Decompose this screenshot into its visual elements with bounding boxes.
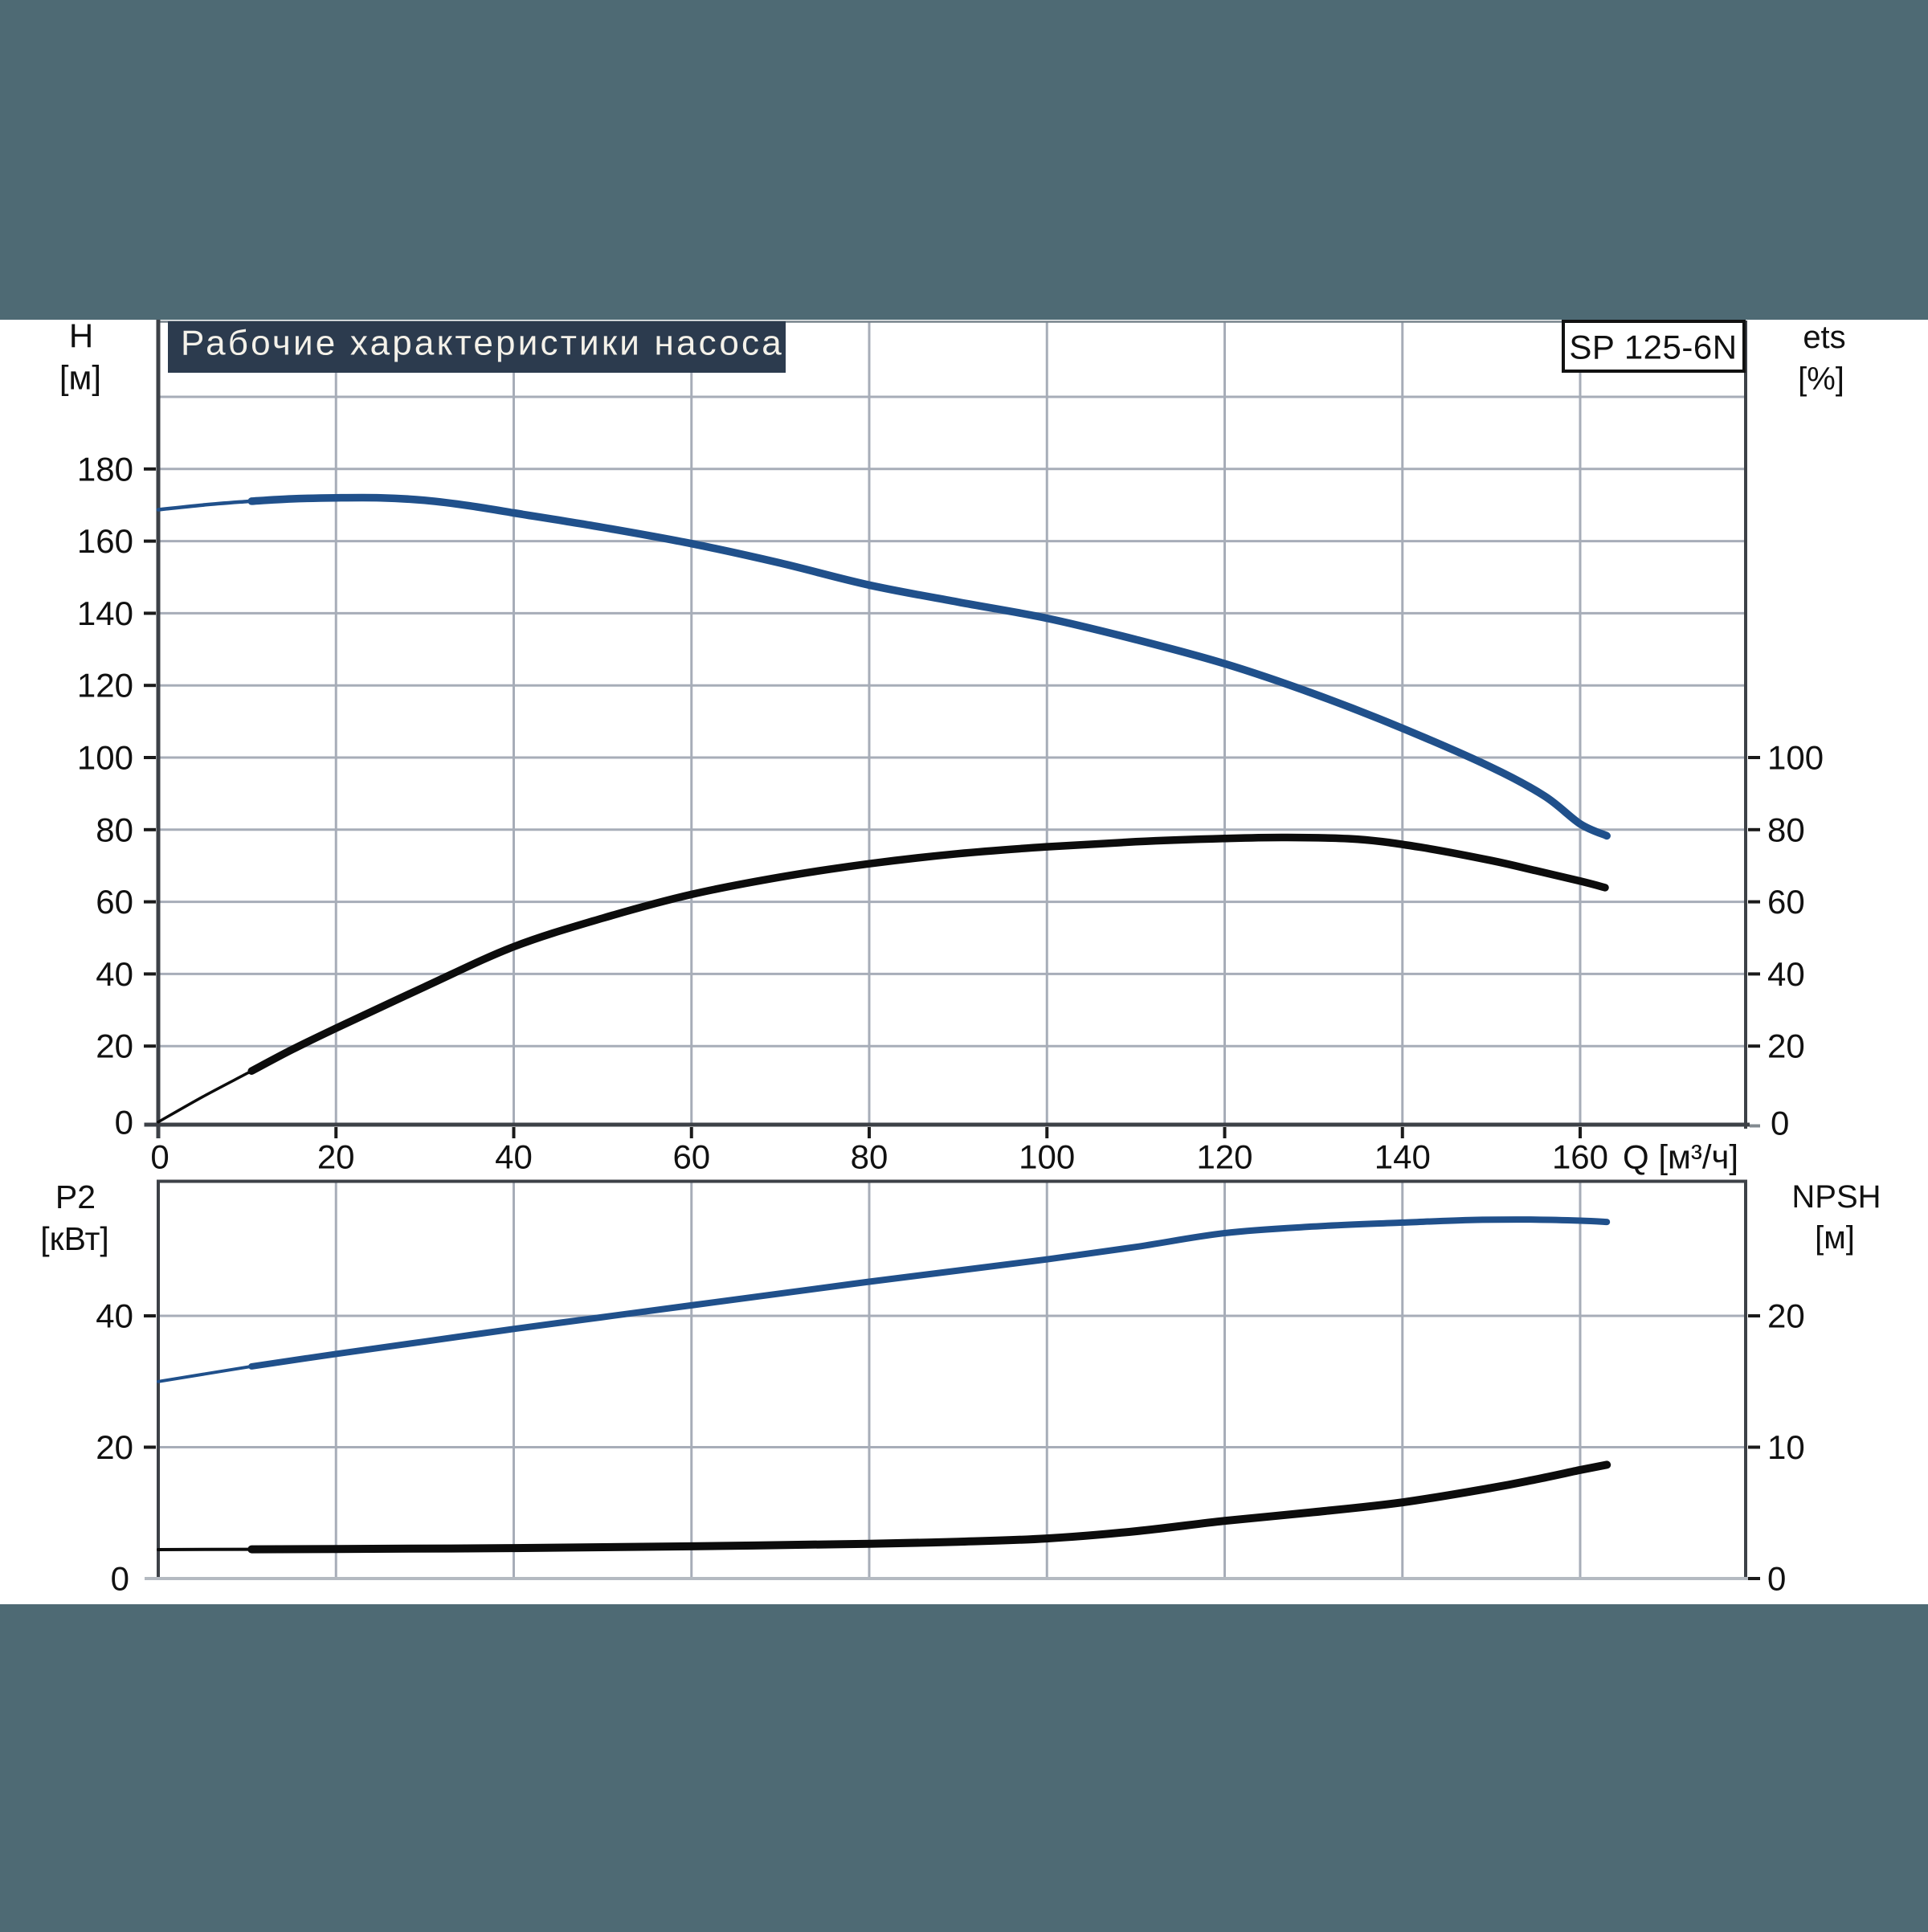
- svg-text:120: 120: [1196, 1138, 1252, 1176]
- svg-text:[м]: [м]: [1815, 1220, 1855, 1256]
- svg-text:40: 40: [96, 1297, 133, 1335]
- svg-text:[кВт]: [кВт]: [40, 1220, 108, 1257]
- svg-text:40: 40: [96, 955, 133, 993]
- svg-text:80: 80: [851, 1138, 888, 1176]
- svg-text:80: 80: [96, 811, 133, 848]
- svg-text:0: 0: [1767, 1560, 1786, 1598]
- svg-text:SP 125-6N: SP 125-6N: [1569, 329, 1737, 366]
- svg-text:P2: P2: [55, 1178, 96, 1215]
- svg-text:180: 180: [77, 450, 133, 488]
- svg-text:20: 20: [317, 1138, 355, 1176]
- svg-text:100: 100: [77, 739, 133, 777]
- svg-text:120: 120: [77, 667, 133, 705]
- svg-text:20: 20: [1767, 1297, 1805, 1335]
- svg-text:[%]: [%]: [1798, 361, 1844, 397]
- svg-text:Q [м³/ч]: Q [м³/ч]: [1623, 1138, 1738, 1176]
- svg-text:100: 100: [1767, 739, 1824, 777]
- svg-text:80: 80: [1767, 811, 1805, 848]
- svg-text:10: 10: [1767, 1428, 1805, 1466]
- svg-text:Рабочие характеристики насоса: Рабочие характеристики насоса: [181, 324, 784, 363]
- svg-text:100: 100: [1019, 1138, 1075, 1176]
- svg-text:20: 20: [96, 1428, 133, 1466]
- svg-text:0: 0: [111, 1560, 129, 1598]
- svg-text:40: 40: [495, 1138, 533, 1176]
- svg-text:160: 160: [77, 522, 133, 560]
- svg-text:140: 140: [77, 594, 133, 632]
- svg-text:[м]: [м]: [59, 359, 101, 397]
- svg-text:60: 60: [672, 1138, 710, 1176]
- svg-text:60: 60: [96, 883, 133, 921]
- svg-text:ets: ets: [1803, 320, 1845, 355]
- svg-text:60: 60: [1767, 883, 1805, 921]
- svg-text:40: 40: [1767, 955, 1805, 993]
- svg-text:H: H: [69, 317, 93, 355]
- svg-text:140: 140: [1375, 1138, 1431, 1176]
- svg-text:0: 0: [115, 1104, 133, 1142]
- svg-text:160: 160: [1552, 1138, 1608, 1176]
- svg-text:20: 20: [1767, 1027, 1805, 1065]
- svg-text:0: 0: [150, 1138, 169, 1176]
- svg-text:0: 0: [1771, 1105, 1789, 1142]
- svg-text:NPSH: NPSH: [1791, 1179, 1881, 1215]
- svg-text:20: 20: [96, 1027, 133, 1065]
